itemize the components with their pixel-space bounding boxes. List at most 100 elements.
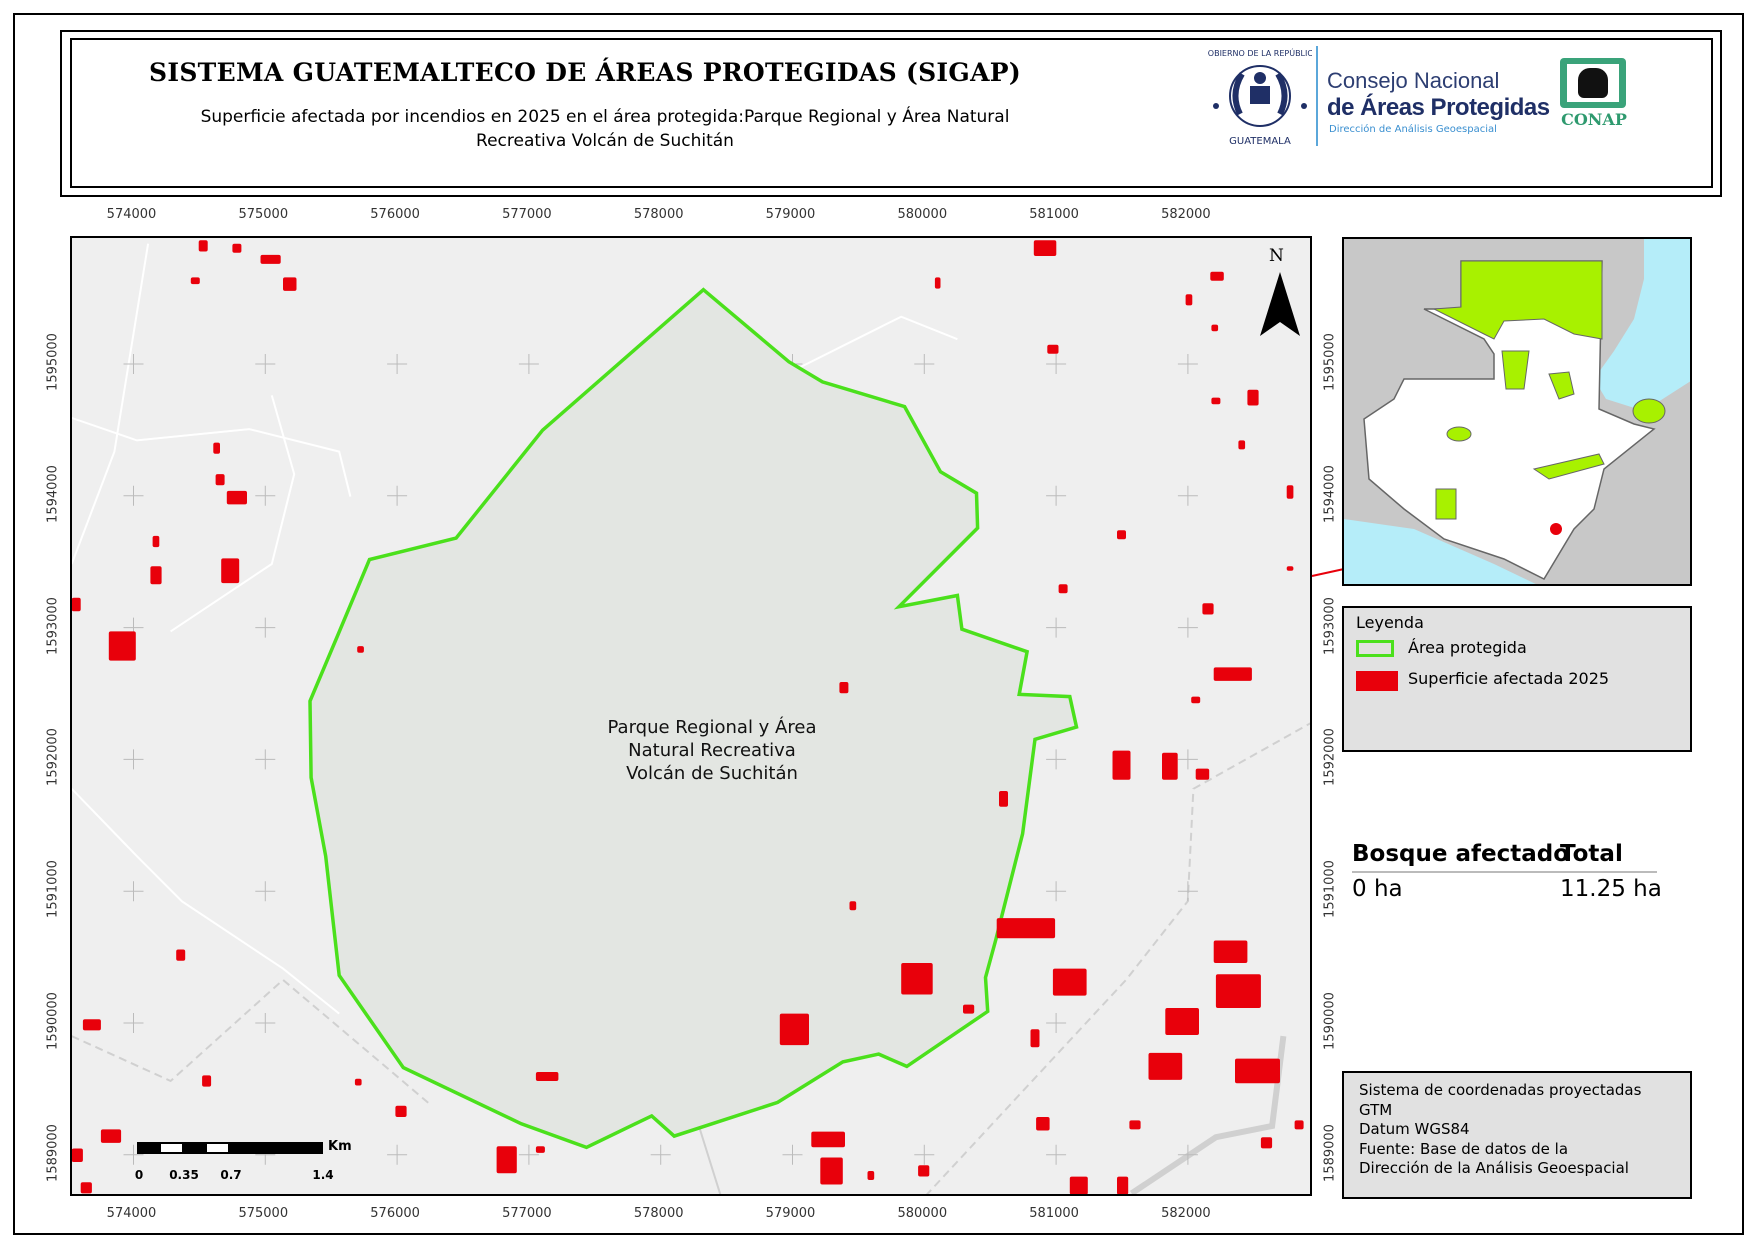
affected-area-patch <box>1058 584 1068 594</box>
stats-header-forest: Bosque afectado <box>1352 841 1570 867</box>
consejo-logo-line-2: de Áreas Protegidas <box>1327 94 1550 121</box>
easting-tick-label: 579000 <box>765 207 816 222</box>
area-label-line-1: Parque Regional y Área <box>607 717 817 738</box>
grid-cross <box>1046 617 1067 638</box>
svg-text:GUATEMALA: GUATEMALA <box>1229 136 1291 147</box>
coordinate-info-box: Sistema de coordenadas proyectadas GTM D… <box>1342 1071 1692 1199</box>
info-line: GTM <box>1359 1100 1393 1119</box>
affected-area-patch <box>100 1129 122 1143</box>
affected-area-patch <box>1162 752 1178 780</box>
affected-area-patch <box>221 558 240 584</box>
affected-area-patch <box>1202 603 1214 615</box>
header-frame <box>60 30 1722 197</box>
legend-label: Área protegida <box>1408 638 1527 657</box>
road <box>72 788 340 1015</box>
grid-cross <box>1046 485 1067 506</box>
page-frame <box>13 13 1744 1235</box>
subtitle-line-2: Recreativa Volcán de Suchitán <box>476 131 734 151</box>
area-label-line-3: Volcán de Suchitán <box>626 763 798 784</box>
grid-cross <box>1177 485 1198 506</box>
northing-tick-label: 1592000 <box>1322 728 1338 787</box>
affected-area-patch <box>918 1165 930 1177</box>
affected-area-patch <box>283 277 297 291</box>
easting-tick-label: 578000 <box>633 207 684 222</box>
easting-tick-label: 581000 <box>1029 1206 1079 1221</box>
legend-swatch-affected <box>1356 671 1398 691</box>
affected-area-patch <box>901 963 933 995</box>
scale-label: 1.4 <box>312 1168 334 1182</box>
affected-area-patch <box>1235 1058 1280 1084</box>
grid-cross <box>123 1144 144 1165</box>
area-label-line-2: Natural Recreativa <box>628 740 796 761</box>
easting-tick-label: 579000 <box>765 1206 816 1221</box>
north-label: N <box>1269 246 1284 266</box>
affected-area-patch <box>1215 974 1261 1008</box>
grid-cross <box>387 485 408 506</box>
grid-cross <box>650 1144 671 1165</box>
affected-area-patch <box>535 1072 559 1081</box>
affected-area-patch <box>963 1004 975 1014</box>
northing-tick-label: 1595000 <box>1322 333 1338 391</box>
easting-tick-label: 575000 <box>238 207 289 222</box>
main-map[interactable]: Parque Regional y Área Natural Recreativ… <box>70 236 1312 1196</box>
scale-bar <box>137 1142 323 1154</box>
affected-area-patch <box>1148 1052 1183 1080</box>
grid-cross <box>1177 617 1198 638</box>
affected-area-patch <box>1213 667 1252 681</box>
northing-tick-label: 1593000 <box>45 596 61 655</box>
affected-area-patch <box>72 597 81 612</box>
affected-area-patch <box>190 277 200 285</box>
affected-area-patch <box>198 240 208 252</box>
info-line: Fuente: Base de datos de la <box>1359 1139 1569 1158</box>
grid-cross <box>387 354 408 374</box>
affected-area-patch <box>176 949 186 961</box>
grid-cross <box>123 1013 144 1033</box>
affected-area-patch <box>260 254 281 264</box>
easting-tick-label: 576000 <box>370 1206 420 1221</box>
northing-tick-label: 1590000 <box>1322 992 1338 1050</box>
northing-tick-label: 1595000 <box>45 333 61 391</box>
affected-area-patch <box>1195 768 1210 780</box>
grid-cross <box>1177 354 1198 374</box>
road <box>788 315 958 374</box>
affected-area-patch <box>72 1148 83 1162</box>
affected-area-patch <box>1047 344 1059 354</box>
svg-text:GOBIERNO DE LA REPÚBLICA: GOBIERNO DE LA REPÚBLICA <box>1208 47 1312 58</box>
affected-area-patch <box>849 901 857 911</box>
grid-cross <box>1046 1144 1067 1165</box>
northing-tick-label: 1589000 <box>1322 1123 1338 1182</box>
affected-area-patch <box>1260 1137 1273 1149</box>
affected-area-patch <box>226 490 247 505</box>
conap-logo-text: CONAP <box>1561 110 1627 129</box>
grid-cross <box>518 1144 539 1165</box>
logo-divider <box>1316 46 1318 146</box>
affected-area-patch <box>232 243 242 253</box>
northing-tick-label: 1593000 <box>1322 596 1338 655</box>
northing-tick-label: 1592000 <box>45 728 61 787</box>
affected-area-patch <box>1211 397 1221 405</box>
grid-cross <box>123 485 144 506</box>
easting-tick-label: 578000 <box>633 1206 684 1221</box>
easting-tick-label: 575000 <box>238 1206 289 1221</box>
info-line: Dirección de la Análisis Geoespacial <box>1359 1159 1629 1177</box>
affected-area-patch <box>354 1078 362 1086</box>
affected-area-patch <box>82 1019 101 1031</box>
affected-area-patch <box>202 1075 212 1087</box>
affected-area-patch <box>1030 1029 1040 1048</box>
affected-area-patch <box>1213 940 1248 963</box>
conap-monkey-logo <box>1560 58 1626 108</box>
road <box>72 978 430 1105</box>
affected-area-patch <box>357 646 364 653</box>
easting-tick-label: 582000 <box>1161 207 1211 222</box>
affected-area-patch <box>867 1171 875 1180</box>
legend-title: Leyenda <box>1356 613 1424 632</box>
grid-cross <box>255 485 276 506</box>
protected-area-label: Parque Regional y Área Natural Recreativ… <box>562 716 862 785</box>
page-title: SISTEMA GUATEMALTECO DE ÁREAS PROTEGIDAS… <box>148 58 1022 87</box>
consejo-logo-line-1: Consejo Nacional <box>1327 68 1500 93</box>
easting-tick-label: 577000 <box>502 1206 552 1221</box>
affected-area-patch <box>1036 1117 1050 1131</box>
affected-area-patch <box>820 1157 843 1185</box>
grid-cross <box>1177 749 1198 770</box>
legend-swatch-protected-area <box>1356 640 1394 657</box>
